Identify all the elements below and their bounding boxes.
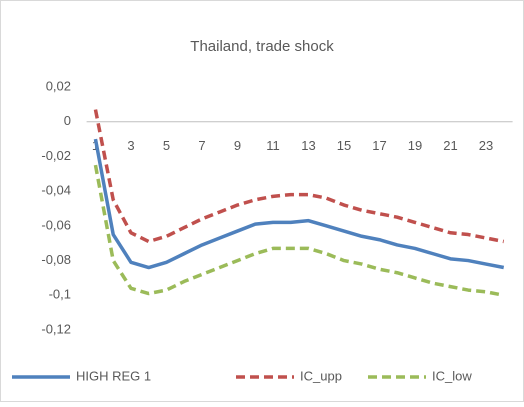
x-tick-label: 17 xyxy=(372,138,386,153)
legend-label: IC_low xyxy=(432,368,472,383)
y-tick-label: -0,04 xyxy=(41,183,71,198)
series-line xyxy=(93,109,505,244)
x-tick-label: 15 xyxy=(337,138,351,153)
chart-title: Thailand, trade shock xyxy=(190,38,334,55)
x-tick-label: 9 xyxy=(234,138,241,153)
legend-label: IC_upp xyxy=(300,368,342,383)
series-line xyxy=(93,164,505,298)
x-tick-label: 7 xyxy=(198,138,205,153)
y-tick-label: 0 xyxy=(64,113,71,128)
y-tick-label: -0,1 xyxy=(49,287,71,302)
x-tick-label: 5 xyxy=(163,138,170,153)
series-line xyxy=(93,138,505,270)
x-tick-label: 19 xyxy=(408,138,422,153)
x-tick-label: 21 xyxy=(443,138,457,153)
x-tick-label: 23 xyxy=(479,138,493,153)
y-tick-label: -0,02 xyxy=(41,148,71,163)
y-tick-label: 0,02 xyxy=(46,78,71,93)
x-tick-label: 11 xyxy=(266,138,280,153)
y-tick-label: -0,06 xyxy=(41,217,71,232)
y-tick-label: -0,12 xyxy=(41,321,71,336)
x-tick-label: 3 xyxy=(127,138,134,153)
legend-label: HIGH REG 1 xyxy=(76,368,151,383)
y-tick-label: -0,08 xyxy=(41,252,71,267)
x-tick-label: 13 xyxy=(301,138,315,153)
